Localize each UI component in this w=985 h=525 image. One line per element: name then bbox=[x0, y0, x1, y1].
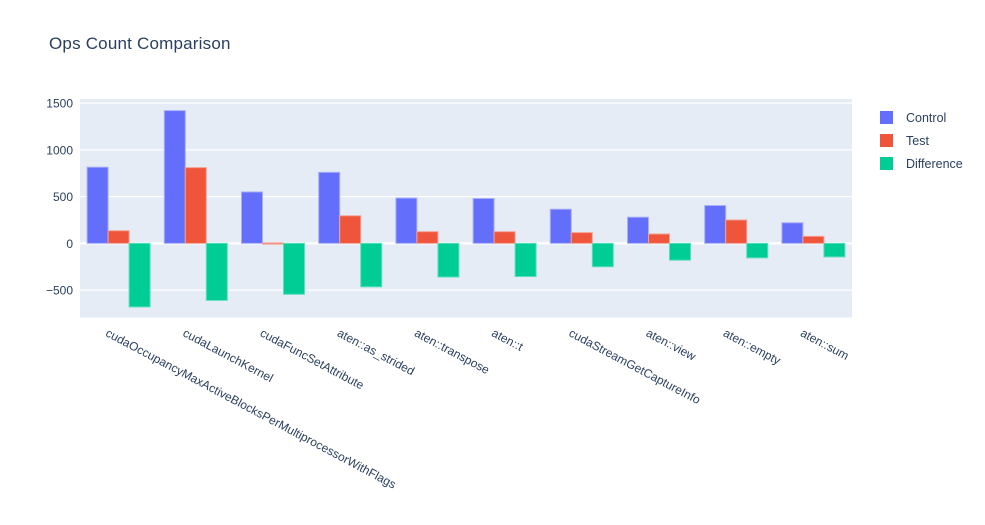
bar-control-8 bbox=[704, 204, 727, 244]
bar-difference-8 bbox=[746, 242, 769, 259]
x-tick-label-7: aten::view bbox=[644, 326, 699, 364]
bar-difference-6 bbox=[591, 242, 614, 268]
x-tick-label-5: aten::t bbox=[489, 326, 526, 354]
legend: Control Test Difference bbox=[880, 106, 963, 175]
bar-difference-7 bbox=[669, 242, 691, 261]
y-tick-label: 1000 bbox=[46, 143, 73, 157]
chart-title: Ops Count Comparison bbox=[49, 34, 231, 53]
y-tick-label: −500 bbox=[46, 284, 73, 298]
bar-test-2 bbox=[262, 242, 284, 245]
legend-swatch-difference bbox=[880, 157, 893, 170]
bar-control-9 bbox=[781, 222, 804, 244]
legend-swatch-test bbox=[880, 134, 893, 147]
bar-difference-2 bbox=[283, 242, 305, 295]
y-tick-label: 500 bbox=[53, 190, 73, 204]
y-tick-label: 1500 bbox=[46, 97, 73, 111]
bar-test-5 bbox=[493, 231, 516, 244]
legend-swatch-control bbox=[880, 111, 893, 124]
bar-control-4 bbox=[395, 197, 418, 244]
bar-difference-1 bbox=[205, 242, 228, 301]
bar-test-3 bbox=[339, 215, 362, 244]
bar-difference-9 bbox=[823, 242, 846, 258]
bar-test-8 bbox=[725, 219, 748, 244]
bar-difference-4 bbox=[437, 242, 460, 278]
x-tick-label-8: aten::empty bbox=[721, 326, 783, 368]
bar-test-6 bbox=[570, 232, 593, 244]
bar-test-4 bbox=[416, 231, 439, 244]
legend-label-control: Control bbox=[906, 110, 947, 125]
bar-test-7 bbox=[648, 233, 670, 244]
bar-test-1 bbox=[184, 167, 207, 244]
bar-difference-3 bbox=[360, 242, 383, 288]
x-tick-label-9: aten::sum bbox=[798, 326, 851, 363]
bar-control-6 bbox=[549, 208, 572, 244]
legend-item-difference[interactable]: Difference bbox=[880, 152, 963, 175]
x-tick-label-6: cudaStreamGetCaptureInfo bbox=[567, 326, 703, 407]
bar-control-3 bbox=[318, 171, 341, 244]
legend-item-test[interactable]: Test bbox=[880, 129, 963, 152]
x-tick-label-0: cudaOccupancyMaxActiveBlocksPerMultiproc… bbox=[103, 326, 398, 492]
x-tick-label-4: aten::transpose bbox=[412, 326, 492, 377]
bar-difference-5 bbox=[514, 242, 537, 278]
legend-label-test: Test bbox=[906, 133, 929, 148]
bar-test-9 bbox=[802, 235, 825, 244]
bar-test-0 bbox=[107, 230, 130, 244]
bar-control-1 bbox=[163, 110, 186, 244]
bar-control-7 bbox=[627, 216, 649, 244]
legend-item-control[interactable]: Control bbox=[880, 106, 963, 129]
bar-control-0 bbox=[86, 166, 109, 244]
bar-control-5 bbox=[472, 197, 495, 244]
bar-difference-0 bbox=[128, 242, 151, 308]
y-tick-label: 0 bbox=[66, 237, 73, 251]
legend-label-difference: Difference bbox=[906, 156, 963, 171]
bar-control-2 bbox=[241, 191, 263, 244]
